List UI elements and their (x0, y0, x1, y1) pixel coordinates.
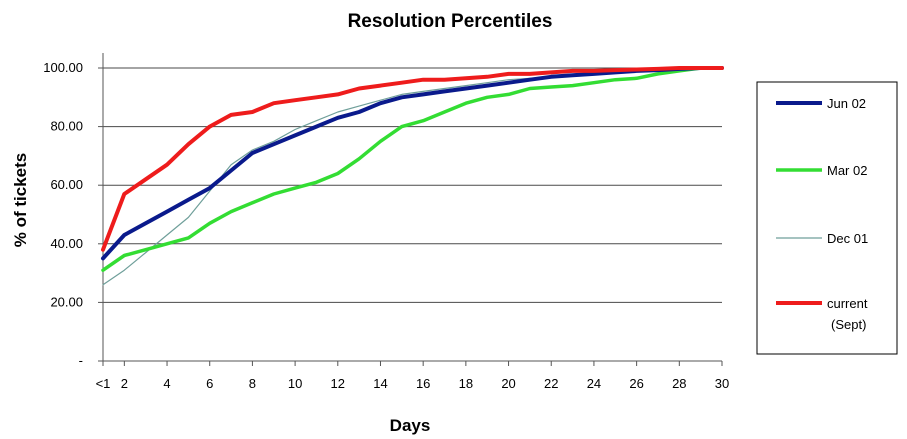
x-axis-label: Days (390, 416, 431, 435)
x-tick-label-0: <1 (96, 376, 111, 391)
y-tick-label-3: 60.00 (50, 177, 83, 192)
series-lines (101, 66, 724, 286)
x-tick-label-3: 6 (206, 376, 213, 391)
series-line-3 (101, 66, 724, 252)
y-tick-label-5: 100.00 (43, 60, 83, 75)
series-line-2 (102, 67, 723, 286)
legend-label-1: Mar 02 (827, 163, 867, 178)
gridlines (103, 67, 722, 303)
legend: Jun 02 Mar 02 Dec 01 current (Sept) (756, 81, 898, 355)
y-axis-label: % of tickets (11, 153, 30, 247)
axes (98, 53, 723, 366)
chart-title: Resolution Percentiles (348, 11, 553, 32)
x-tick-label-7: 14 (373, 376, 387, 391)
x-tick-label-1: 2 (121, 376, 128, 391)
series-line-0 (101, 66, 724, 261)
x-tick-label-10: 20 (501, 376, 515, 391)
x-tick-label-12: 24 (587, 376, 601, 391)
x-tick-label-8: 16 (416, 376, 430, 391)
x-tick-label-14: 28 (672, 376, 686, 391)
x-tick-label-9: 18 (459, 376, 473, 391)
x-tick-label-11: 22 (544, 376, 558, 391)
x-tick-label-15: 30 (715, 376, 729, 391)
x-tick-label-4: 8 (249, 376, 256, 391)
x-tick-label-5: 10 (288, 376, 302, 391)
x-tick-label-13: 26 (629, 376, 643, 391)
legend-label-2: Dec 01 (827, 231, 868, 246)
series-line-1 (101, 66, 724, 272)
x-tick-label-2: 4 (163, 376, 170, 391)
y-tick-labels: - 20.00 40.00 60.00 80.00 100.00 (43, 60, 83, 368)
y-tick-label-1: 20.00 (50, 294, 83, 309)
y-tick-label-0: - (79, 353, 83, 368)
y-tick-label-4: 80.00 (50, 119, 83, 134)
legend-label-0: Jun 02 (827, 96, 866, 111)
x-tick-labels: <1 2 4 6 8 10 12 14 16 18 20 22 24 26 28 30 (96, 376, 730, 391)
x-tick-label-6: 12 (331, 376, 345, 391)
y-tick-label-2: 40.00 (50, 236, 83, 251)
legend-box (756, 81, 898, 355)
legend-label-3: current (Sept) (827, 296, 868, 332)
